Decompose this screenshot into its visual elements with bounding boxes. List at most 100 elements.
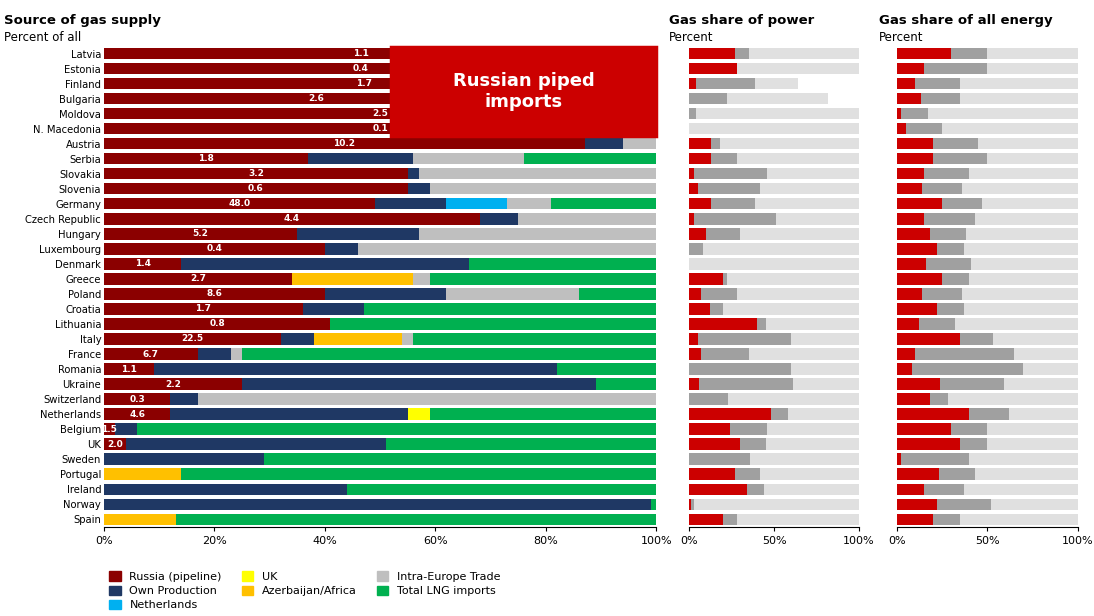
Bar — [689, 198, 711, 209]
Bar — [430, 408, 656, 419]
Bar — [624, 78, 656, 89]
Bar — [924, 484, 964, 495]
Bar — [689, 108, 696, 120]
Text: Gas share of power: Gas share of power — [668, 14, 814, 27]
Bar — [791, 333, 859, 344]
Bar — [414, 333, 656, 344]
Bar — [519, 213, 656, 224]
Bar — [897, 108, 900, 120]
Bar — [982, 198, 1078, 209]
Bar — [314, 333, 403, 344]
Bar — [689, 153, 711, 164]
Bar — [710, 303, 723, 315]
Bar — [897, 408, 969, 419]
Bar — [104, 484, 347, 495]
Bar — [975, 213, 1078, 224]
Bar — [987, 153, 1078, 164]
Bar — [942, 123, 1078, 134]
Bar — [408, 183, 430, 195]
Text: Russian piped
imports: Russian piped imports — [453, 72, 595, 111]
Bar — [696, 78, 755, 89]
Bar — [446, 288, 579, 299]
Bar — [987, 423, 1078, 435]
Bar — [414, 153, 524, 164]
Text: 48.0: 48.0 — [229, 200, 251, 208]
Bar — [408, 168, 419, 179]
Bar — [757, 318, 766, 330]
Bar — [689, 469, 735, 480]
Bar — [964, 303, 1078, 315]
Bar — [897, 198, 942, 209]
Bar — [691, 498, 695, 510]
Text: 5.2: 5.2 — [193, 229, 209, 238]
Bar — [330, 318, 656, 330]
Bar — [363, 303, 656, 315]
Bar — [325, 243, 358, 254]
Bar — [764, 484, 859, 495]
Bar — [104, 78, 624, 89]
Bar — [897, 453, 900, 464]
Bar — [104, 138, 584, 150]
Bar — [961, 333, 992, 344]
Bar — [242, 378, 595, 390]
Bar — [689, 243, 702, 254]
Text: 2.7: 2.7 — [190, 275, 206, 283]
Bar — [104, 423, 115, 435]
Bar — [508, 198, 551, 209]
Bar — [723, 303, 859, 315]
Bar — [689, 394, 729, 405]
Bar — [689, 274, 723, 285]
Bar — [930, 229, 966, 240]
Bar — [104, 243, 325, 254]
Bar — [987, 439, 1078, 450]
Bar — [430, 183, 656, 195]
Bar — [987, 63, 1078, 75]
Bar — [928, 108, 1078, 120]
FancyBboxPatch shape — [392, 46, 656, 136]
Bar — [735, 48, 748, 59]
Bar — [748, 48, 859, 59]
Bar — [897, 318, 919, 330]
Text: 2.2: 2.2 — [165, 379, 181, 389]
Bar — [358, 243, 656, 254]
Bar — [171, 408, 408, 419]
Bar — [723, 514, 736, 525]
Bar — [104, 498, 651, 510]
Bar — [767, 168, 859, 179]
Bar — [689, 408, 770, 419]
Bar — [104, 303, 303, 315]
Bar — [689, 168, 695, 179]
Bar — [897, 274, 942, 285]
Bar — [171, 394, 198, 405]
Bar — [897, 439, 961, 450]
Bar — [729, 394, 859, 405]
Bar — [897, 138, 933, 150]
Bar — [403, 333, 414, 344]
Bar — [104, 63, 618, 75]
Text: 1.5: 1.5 — [102, 424, 117, 434]
Bar — [696, 108, 859, 120]
Bar — [766, 439, 859, 450]
Bar — [922, 288, 962, 299]
Bar — [104, 198, 374, 209]
Bar — [1014, 349, 1078, 360]
Bar — [767, 423, 859, 435]
Bar — [689, 363, 791, 375]
Bar — [897, 93, 920, 104]
Bar — [104, 318, 330, 330]
Bar — [104, 349, 198, 360]
Text: 1.7: 1.7 — [196, 304, 211, 314]
Bar — [698, 333, 791, 344]
Bar — [897, 229, 930, 240]
Bar — [736, 153, 859, 164]
Bar — [701, 349, 748, 360]
Bar — [964, 484, 1078, 495]
Text: 0.4: 0.4 — [353, 64, 369, 73]
Text: 1.1: 1.1 — [353, 49, 369, 58]
Bar — [936, 303, 964, 315]
Text: 0.4: 0.4 — [207, 245, 222, 253]
Bar — [689, 514, 723, 525]
Bar — [104, 378, 242, 390]
Bar — [991, 498, 1078, 510]
Bar — [408, 408, 430, 419]
